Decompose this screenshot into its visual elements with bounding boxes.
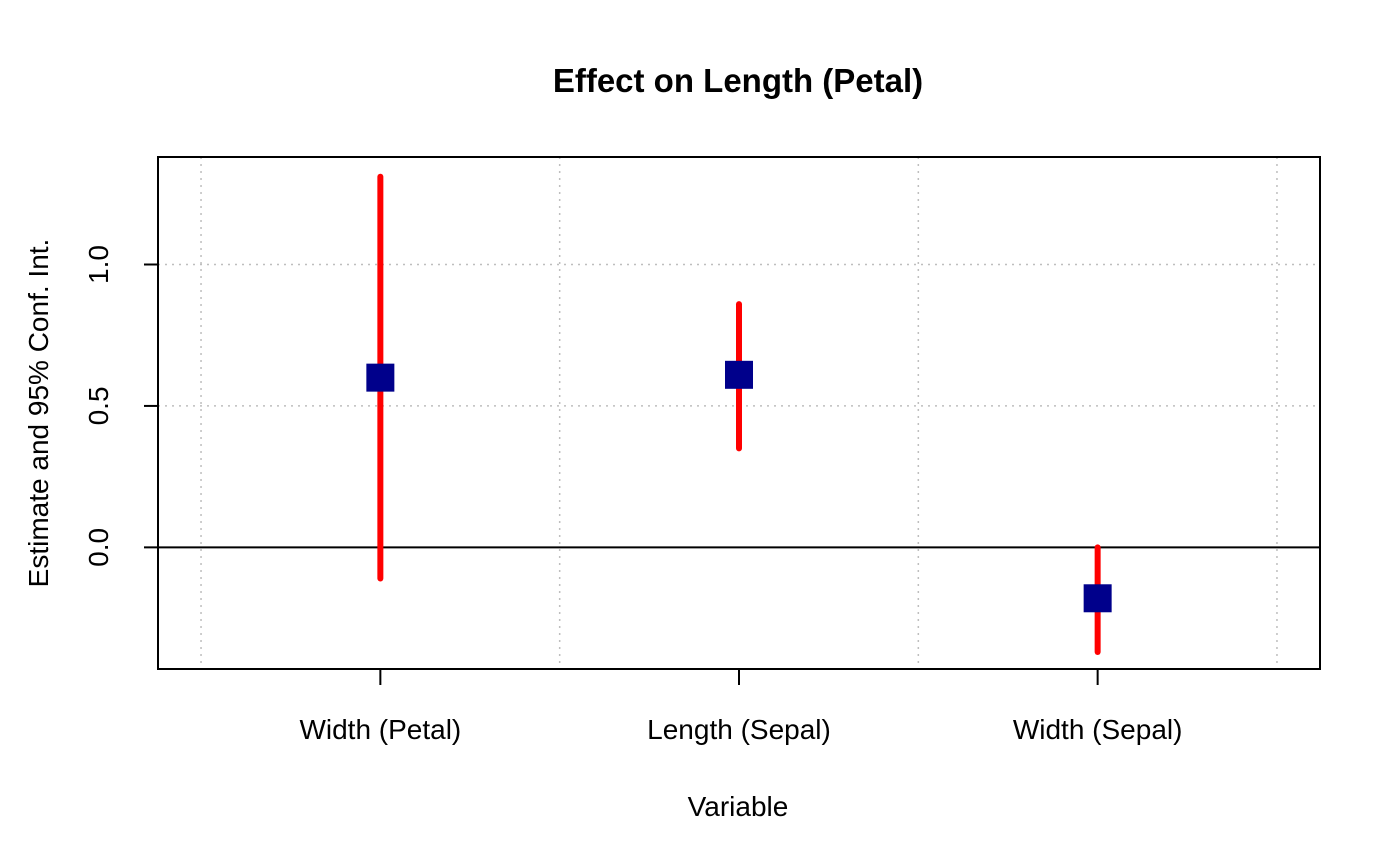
y-axis: 0.0 0.5 1.0: [83, 245, 158, 567]
estimate-point: [725, 360, 753, 389]
x-tick-label: Width (Petal): [299, 714, 461, 745]
y-axis-label: Estimate and 95% Conf. Int.: [23, 239, 54, 588]
confidence-interval-bars: [377, 173, 1101, 656]
estimate-point: [366, 363, 395, 392]
y-tick-label: 0.5: [83, 386, 114, 425]
y-tick-label: 0.0: [83, 528, 114, 567]
x-tick-label: Width (Sepal): [1013, 714, 1183, 745]
estimate-point: [1083, 584, 1112, 613]
x-tick-label: Length (Sepal): [647, 714, 831, 745]
y-tick-label: 1.0: [83, 245, 114, 284]
chart-title: Effect on Length (Petal): [553, 62, 923, 99]
estimate-markers: [366, 360, 1112, 613]
x-axis: Width (Petal) Length (Sepal) Width (Sepal): [299, 669, 1182, 745]
x-axis-label: Variable: [688, 791, 789, 822]
